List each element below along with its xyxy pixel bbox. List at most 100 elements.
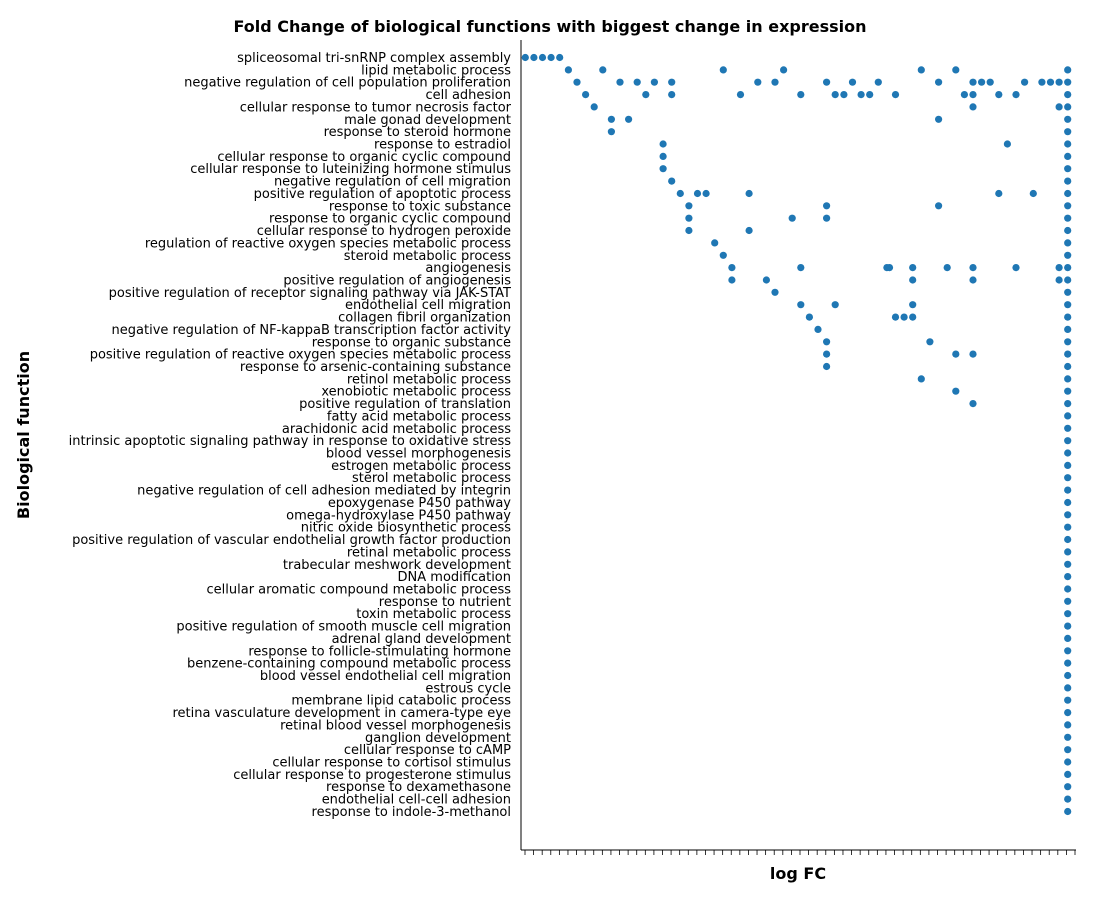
data-point <box>1064 301 1072 309</box>
data-point <box>1064 696 1072 704</box>
y-tick-label: cellular response to organic cyclic comp… <box>217 150 511 165</box>
data-point <box>556 53 564 62</box>
data-point <box>547 53 555 62</box>
data-point <box>995 189 1003 198</box>
data-point <box>1055 103 1063 111</box>
y-tick-label: cellular response to luteinizing hormone… <box>190 162 511 177</box>
data-point <box>616 78 624 86</box>
y-tick-label: membrane lipid catabolic process <box>291 694 511 709</box>
data-point <box>797 264 805 272</box>
y-tick-label: toxin metabolic process <box>356 607 511 622</box>
data-point <box>1064 807 1072 816</box>
y-tick-label: retina vasculature development in camera… <box>172 706 511 721</box>
y-tick-label: retinal metabolic process <box>347 545 511 560</box>
y-tick-label: trabecular meshwork development <box>283 558 511 573</box>
data-point <box>1064 610 1072 618</box>
data-point <box>1064 338 1072 346</box>
data-point <box>745 189 753 198</box>
data-point <box>969 78 977 86</box>
data-point <box>831 301 839 309</box>
chart-title: Fold Change of biological functions with… <box>234 17 867 36</box>
data-point <box>530 53 538 62</box>
data-point <box>1064 733 1072 741</box>
data-point <box>969 350 977 358</box>
data-point <box>1064 177 1072 185</box>
data-point <box>1064 548 1072 556</box>
data-point <box>693 189 702 198</box>
data-point <box>1064 350 1072 358</box>
data-point <box>1064 189 1072 198</box>
data-point <box>866 91 874 99</box>
data-point <box>668 78 676 86</box>
data-point <box>823 362 831 371</box>
data-point <box>754 78 762 86</box>
data-point <box>1064 424 1072 432</box>
data-point <box>780 66 788 74</box>
data-point <box>969 91 977 99</box>
data-point <box>909 264 917 272</box>
y-tick-label: cell adhesion <box>425 88 511 103</box>
y-tick-label: response to organic substance <box>312 335 511 350</box>
y-tick-label: retinol metabolic process <box>347 372 511 387</box>
data-point <box>874 78 882 86</box>
y-tick-label: response to dexamethasone <box>326 780 511 795</box>
data-point <box>1064 535 1072 544</box>
data-point <box>1064 486 1072 494</box>
y-tick-label: cellular response to hydrogen peroxide <box>257 224 511 239</box>
data-point <box>1064 511 1072 519</box>
data-point <box>771 288 779 296</box>
data-point <box>1003 140 1012 148</box>
data-point <box>1064 91 1072 99</box>
y-tick-label: cellular response to cAMP <box>344 743 511 758</box>
data-point <box>1064 721 1072 729</box>
data-point <box>719 251 727 259</box>
data-point <box>823 338 831 346</box>
data-point <box>685 226 693 235</box>
data-point <box>1064 362 1072 371</box>
data-point <box>823 350 831 358</box>
y-tick-label: positive regulation of reactive oxygen s… <box>90 348 512 363</box>
y-tick-label: cellular aromatic compound metabolic pro… <box>207 582 512 597</box>
data-point <box>1064 313 1072 321</box>
y-tick-label: sterol metabolic process <box>352 471 511 486</box>
x-axis-label: log FC <box>770 864 826 883</box>
y-tick-label: cellular response to progesterone stimul… <box>233 768 511 783</box>
y-tick-label: DNA modification <box>398 570 511 585</box>
data-point <box>762 276 771 284</box>
data-point <box>1064 387 1072 395</box>
y-tick-label: omega-hydroxylase P450 pathway <box>286 508 511 523</box>
data-point <box>891 313 900 321</box>
y-tick-label: positive regulation of smooth muscle cel… <box>176 620 511 635</box>
data-point <box>1064 400 1072 408</box>
data-point <box>969 103 977 111</box>
data-point <box>952 387 960 395</box>
data-point <box>1064 128 1072 136</box>
data-point <box>788 214 796 222</box>
data-point <box>1064 684 1072 692</box>
y-tick-label: response to arsenic-containing substance <box>240 360 511 375</box>
y-tick-label: ganglion development <box>365 731 511 746</box>
data-point <box>1064 783 1072 791</box>
data-point <box>1038 78 1046 86</box>
data-point <box>952 66 960 74</box>
data-point <box>909 276 917 284</box>
y-tick-label: positive regulation of translation <box>299 397 511 412</box>
data-point <box>521 53 529 62</box>
data-point <box>1064 573 1072 581</box>
data-point <box>1064 523 1072 531</box>
data-point <box>1064 585 1072 593</box>
data-point <box>797 91 805 99</box>
y-tick-label: arachidonic acid metabolic process <box>282 422 511 437</box>
data-point <box>1064 202 1072 210</box>
data-point <box>1064 325 1072 333</box>
data-point <box>952 350 960 358</box>
y-tick-label: endothelial cell migration <box>345 298 511 313</box>
y-tick-label: male gonad development <box>344 113 511 128</box>
data-point <box>1064 251 1072 259</box>
data-point <box>728 264 736 272</box>
y-tick-label: blood vessel morphogenesis <box>326 447 511 462</box>
data-point <box>1064 659 1072 667</box>
data-point <box>823 214 831 222</box>
data-point <box>935 202 943 210</box>
data-point <box>917 66 925 74</box>
